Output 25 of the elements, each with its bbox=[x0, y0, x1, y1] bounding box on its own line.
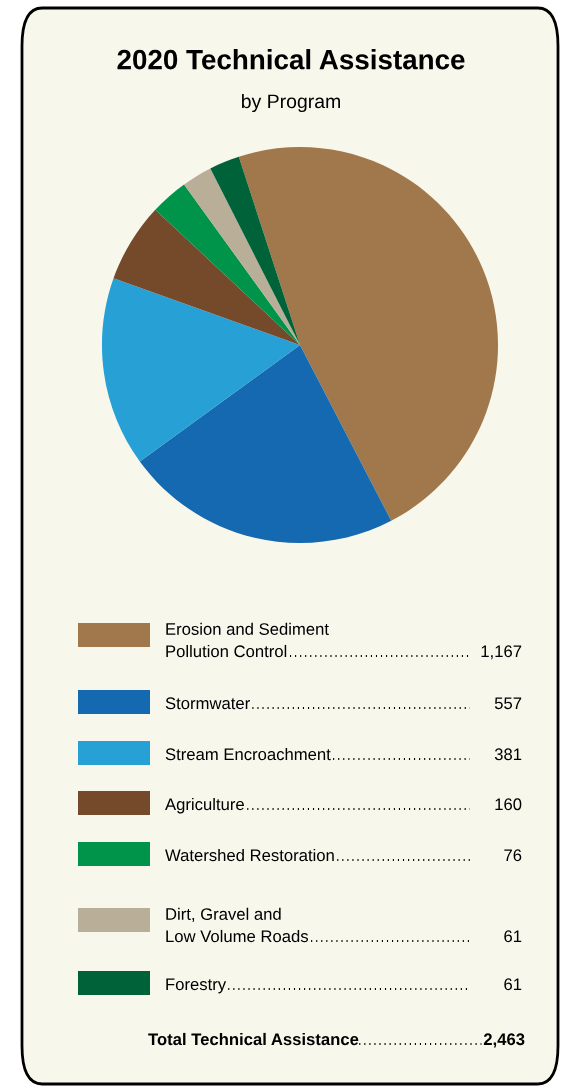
text: 2,463 bbox=[483, 1033, 525, 1048]
pie-slice bbox=[238, 146, 498, 521]
legend-label: Dirt, Gravel and Low Volume Roads bbox=[166, 907, 308, 943]
chart-subtitle: by Program bbox=[242, 93, 340, 113]
legend-label: Watershed Restoration bbox=[165, 848, 334, 862]
data-label: 1,167 bbox=[481, 645, 522, 660]
data-label: 61 bbox=[504, 978, 522, 991]
legend-label: Erosion and Sediment Pollution Control bbox=[166, 622, 329, 658]
pie-slice bbox=[113, 209, 300, 345]
pie-slice bbox=[102, 278, 300, 462]
data-label: 76 bbox=[504, 849, 522, 862]
legend-label: Agriculture bbox=[165, 797, 244, 814]
legend-label: Stream Encroachment bbox=[165, 747, 331, 761]
data-label: 557 bbox=[494, 697, 522, 710]
pie-slice bbox=[139, 345, 392, 544]
text: Total Technical Assistance bbox=[148, 1032, 359, 1046]
pie-slice bbox=[210, 156, 300, 345]
data-label: 61 bbox=[504, 930, 522, 943]
pie-slice bbox=[184, 168, 300, 345]
chart-title: 2020 Technical Assistance bbox=[117, 49, 465, 70]
legend-label: Stormwater bbox=[165, 697, 250, 710]
pie-slice bbox=[155, 184, 300, 345]
legend-label: Forestry bbox=[166, 978, 227, 994]
data-label: 160 bbox=[495, 798, 522, 811]
data-label: 381 bbox=[494, 748, 522, 761]
